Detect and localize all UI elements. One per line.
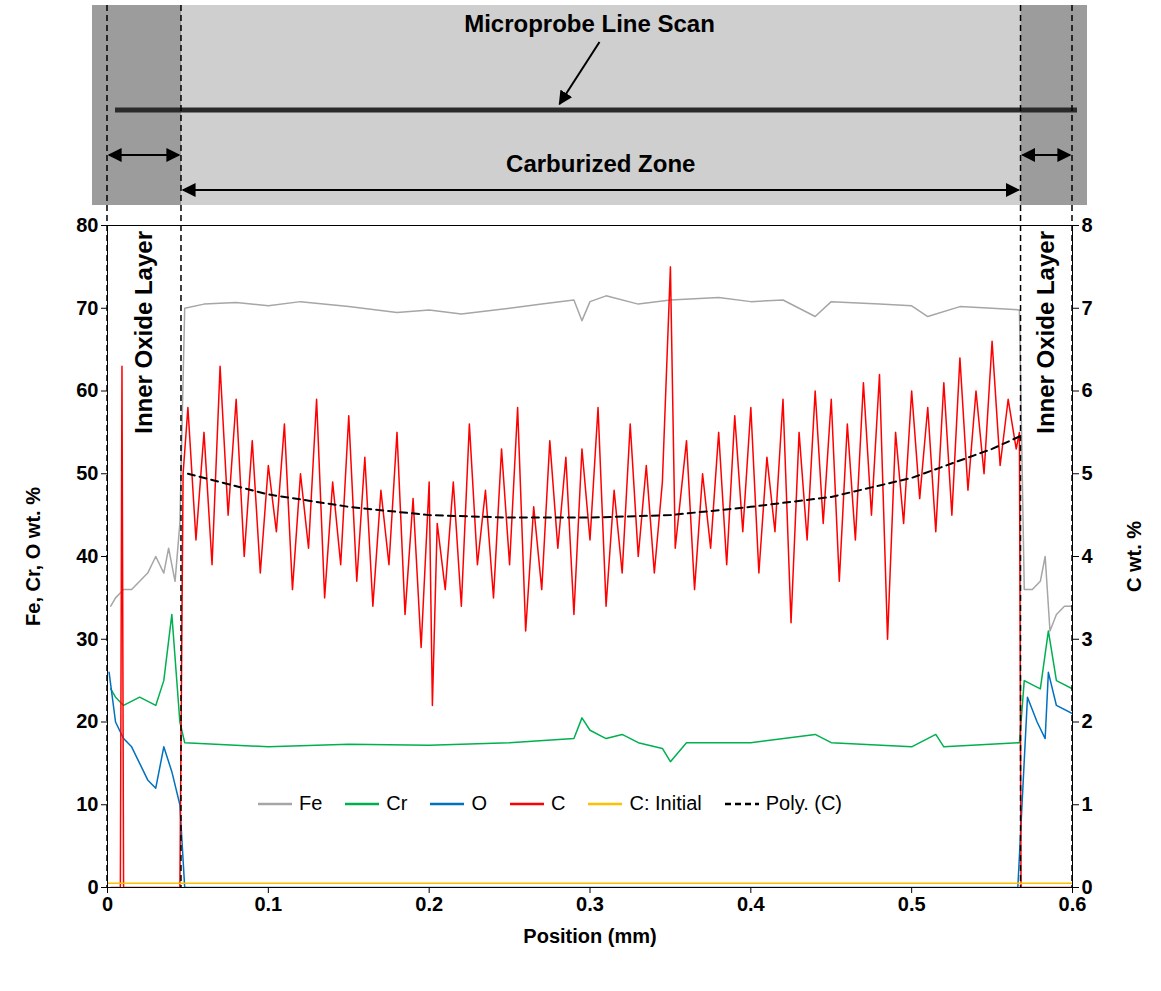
svg-text:0.6: 0.6 <box>1058 892 1087 915</box>
svg-text:4: 4 <box>1082 545 1094 567</box>
svg-text:0.1: 0.1 <box>254 893 282 915</box>
svg-text:8: 8 <box>1082 214 1093 236</box>
svg-text:20: 20 <box>76 710 98 732</box>
svg-text:0.2: 0.2 <box>415 893 443 915</box>
svg-text:0: 0 <box>87 876 98 898</box>
svg-text:Position (mm): Position (mm) <box>523 925 656 947</box>
html-text:C: Initial: C: Initial <box>629 792 702 814</box>
svg-text:70: 70 <box>76 297 98 319</box>
svg-text:1: 1 <box>1082 793 1093 815</box>
svg-text:30: 30 <box>76 628 98 650</box>
svg-text:80: 80 <box>76 214 98 236</box>
svg-text:40: 40 <box>76 545 98 567</box>
svg-text:Inner Oxide Layer: Inner Oxide Layer <box>1032 231 1059 434</box>
svg-text:0.5: 0.5 <box>898 893 926 915</box>
svg-text:5: 5 <box>1082 462 1093 484</box>
svg-text:Microprobe Line Scan: Microprobe Line Scan <box>464 10 715 37</box>
svg-text:7: 7 <box>1082 297 1093 319</box>
svg-text:6: 6 <box>1082 379 1093 401</box>
svg-text:Fe, Cr, O wt. %: Fe, Cr, O wt. % <box>22 487 44 626</box>
svg-text:Carburized Zone: Carburized Zone <box>506 150 695 177</box>
svg-text:2: 2 <box>1082 710 1093 732</box>
svg-text:0.3: 0.3 <box>576 893 604 915</box>
svg-text:50: 50 <box>76 462 98 484</box>
svg-text:10: 10 <box>76 793 98 815</box>
svg-text:0: 0 <box>1082 876 1093 898</box>
html-text:Fe: Fe <box>299 792 323 814</box>
html-text:O: O <box>471 792 487 814</box>
html-text:C: C <box>551 792 566 814</box>
svg-text:C wt. %: C wt. % <box>1123 521 1145 592</box>
html-text:Poly. (C): Poly. (C) <box>765 792 842 814</box>
html-text:Cr: Cr <box>386 792 408 814</box>
svg-text:Inner Oxide Layer: Inner Oxide Layer <box>130 231 157 434</box>
svg-text:3: 3 <box>1082 628 1093 650</box>
svg-text:60: 60 <box>76 379 98 401</box>
svg-text:0: 0 <box>102 893 113 915</box>
svg-text:0.4: 0.4 <box>737 893 766 915</box>
